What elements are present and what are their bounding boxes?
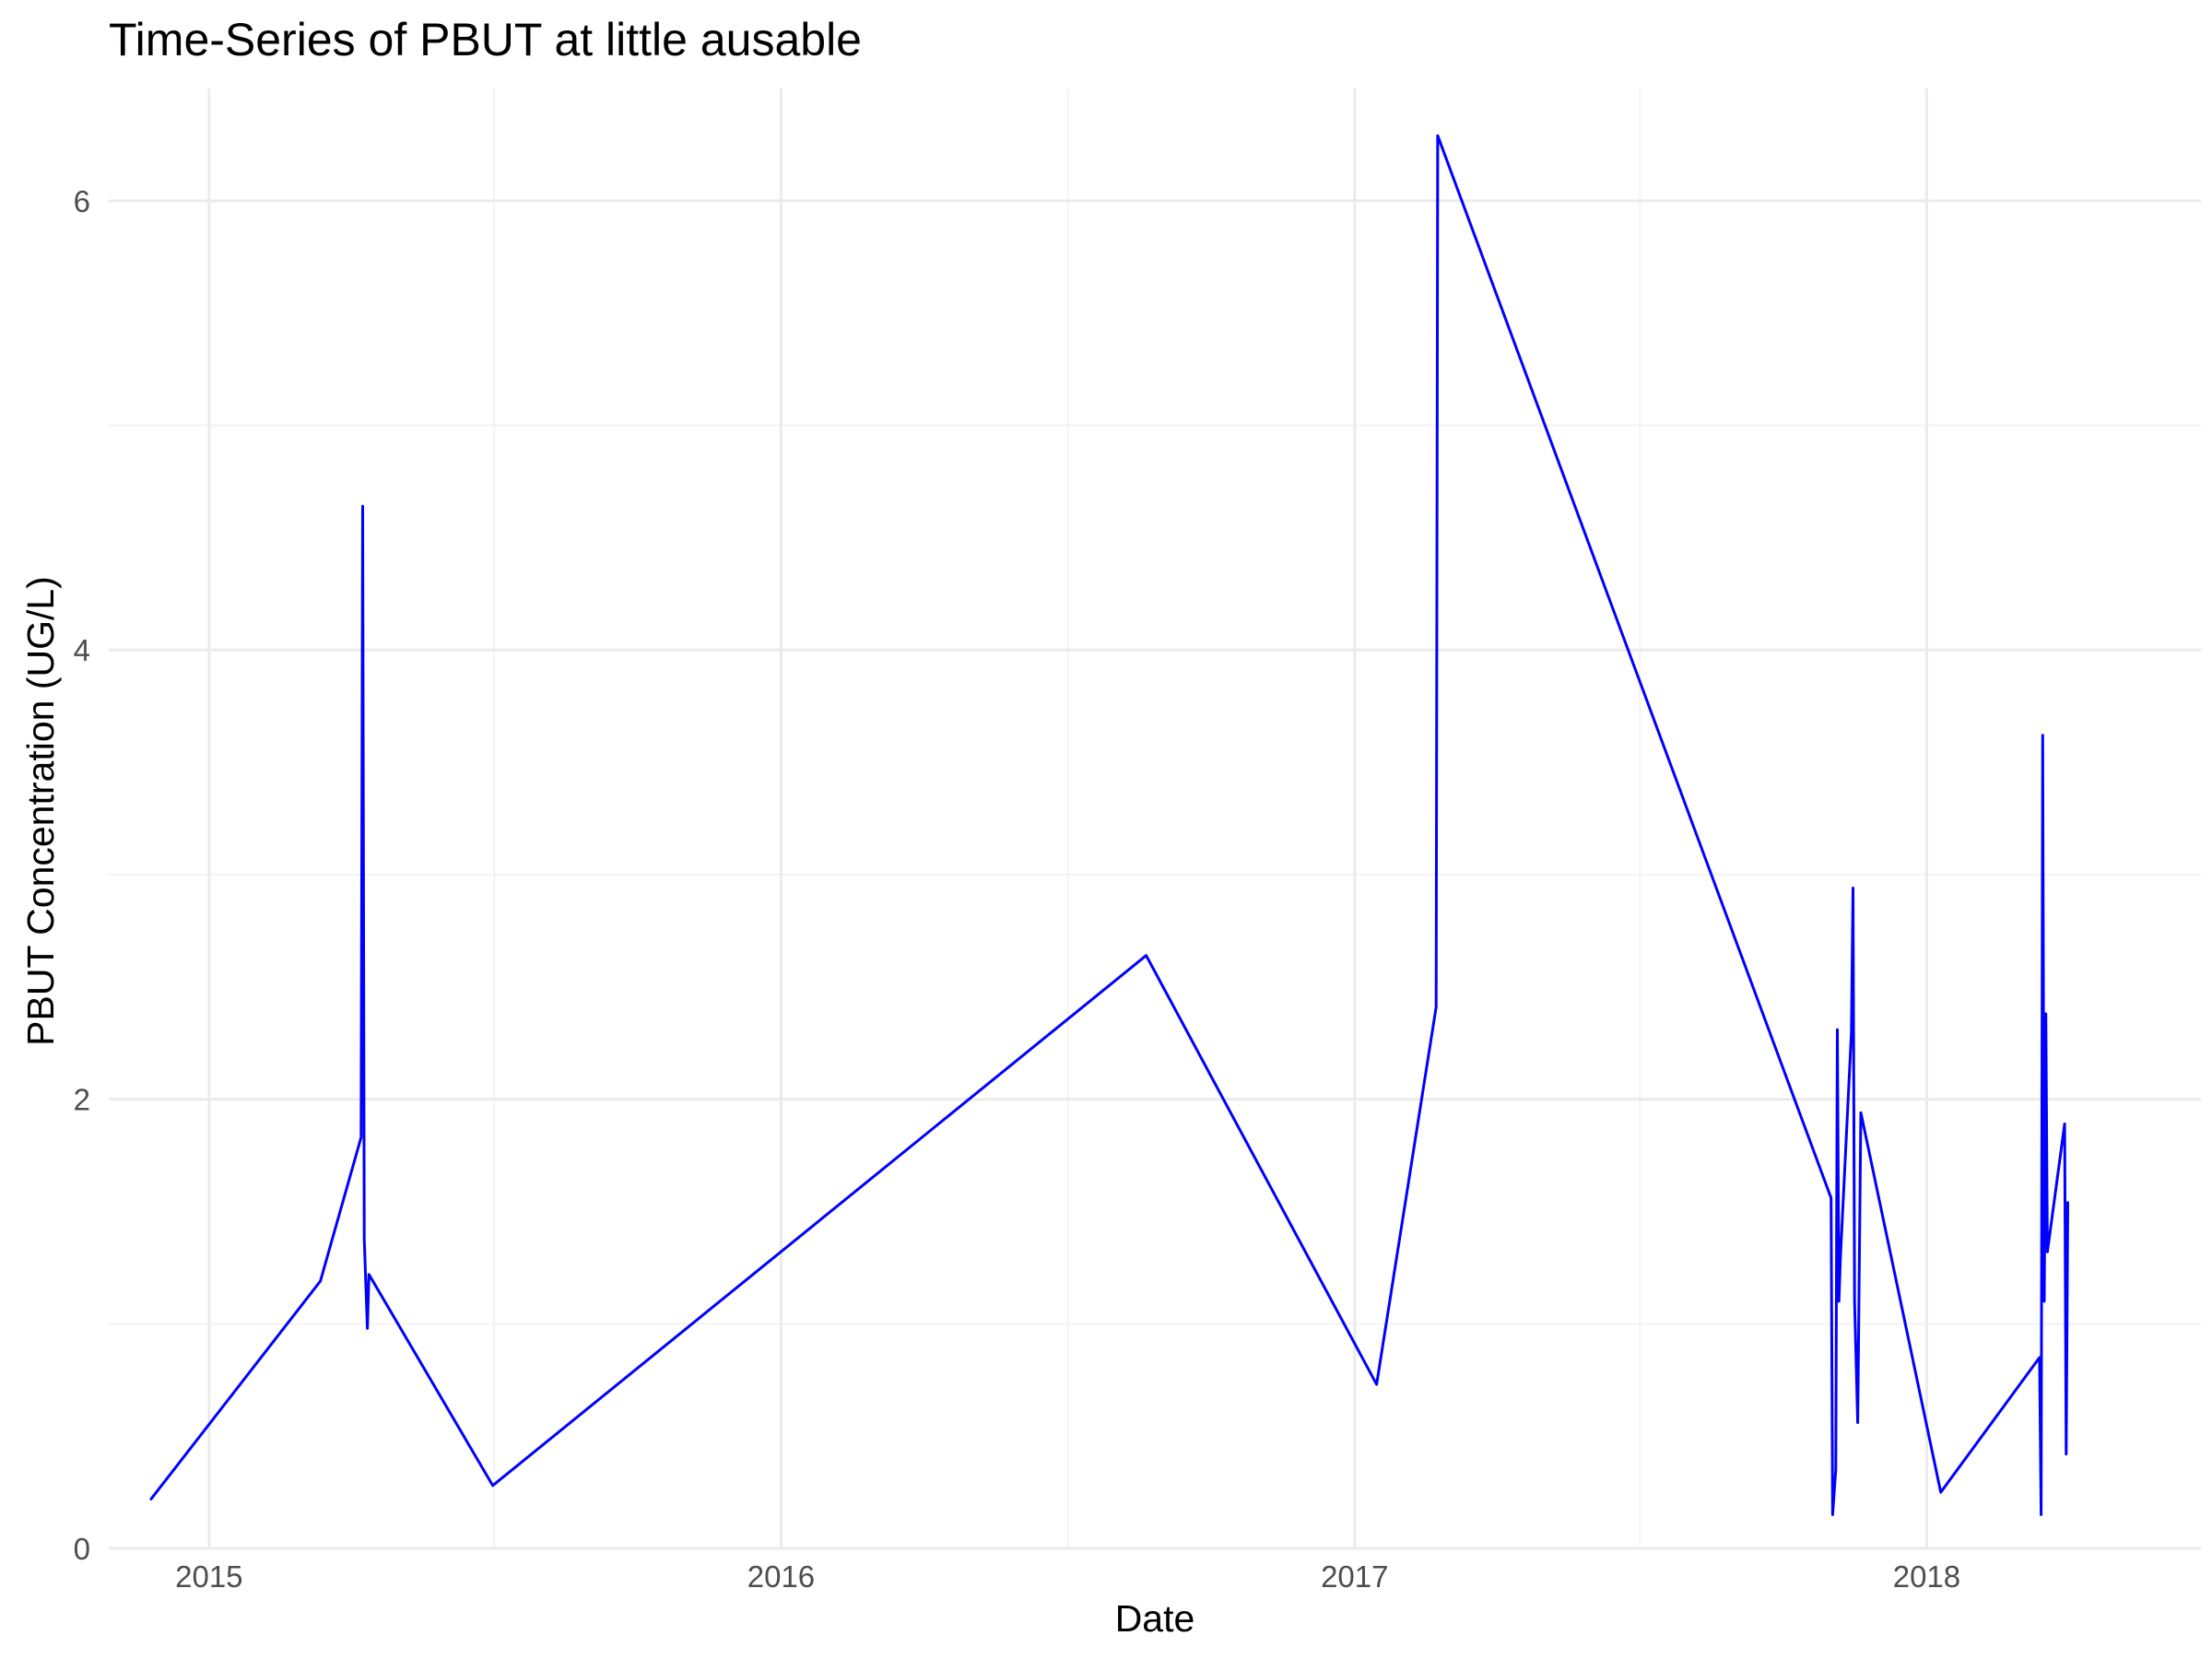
y-tick-label: 2 [74,1083,90,1117]
y-tick-label: 0 [74,1532,90,1566]
series-line [149,134,2069,1516]
chart-title: Time-Series of PBUT at little ausable [109,14,862,65]
x-tick-label: 2016 [747,1559,815,1594]
x-axis-title: Date [1115,1597,1195,1640]
x-tick-label: 2015 [175,1559,242,1594]
x-tick-label: 2017 [1321,1559,1388,1594]
series-layer [149,134,2069,1516]
y-tick-label: 4 [74,633,90,667]
grid [109,88,2201,1550]
y-tick-labels: 0 2 4 6 [74,184,90,1566]
y-axis-title: PBUT Concentration (UG/L) [19,576,62,1046]
x-tick-labels: 2015 2016 2017 2018 [175,1559,1960,1594]
y-tick-label: 6 [74,184,90,218]
x-tick-label: 2018 [1893,1559,1960,1594]
